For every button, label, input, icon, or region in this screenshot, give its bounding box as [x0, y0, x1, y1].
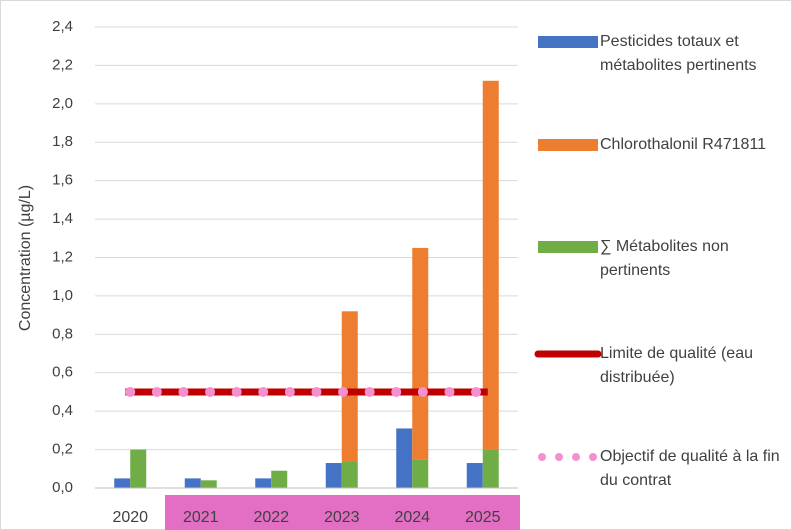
y-tick-label: 2,2 [52, 56, 73, 73]
y-tick-label: 0,0 [52, 479, 73, 496]
bar [482, 449, 499, 488]
y-tick-label: 1,6 [52, 172, 73, 189]
y-axis-label: Concentration (µg/L) [17, 185, 34, 331]
legend-label: Limite de qualité (eau distribuée) [600, 345, 753, 386]
legend-swatch [538, 241, 598, 253]
legend-label: Pesticides totaux et métabolites pertine… [600, 33, 757, 74]
bar [412, 247, 429, 460]
y-tick-label: 1,4 [52, 210, 73, 227]
x-tick-label: 2023 [324, 509, 360, 526]
x-tick-label: 2022 [253, 509, 289, 526]
bar [255, 478, 272, 488]
y-tick-label: 1,2 [52, 248, 73, 265]
legend-swatch [538, 36, 598, 48]
bar [114, 478, 131, 488]
bar [184, 478, 201, 488]
bar [200, 480, 217, 488]
y-tick-label: 0,2 [52, 441, 73, 458]
x-tick-label: 2024 [394, 509, 430, 526]
legend-label: Chlorothalonil R471811 [600, 136, 767, 153]
y-tick-label: 1,8 [52, 133, 73, 150]
y-tick-label: 0,4 [52, 402, 73, 419]
bar [325, 463, 342, 488]
bar [412, 459, 429, 488]
x-tick-label: 2020 [112, 509, 148, 526]
legend-label: ∑ Métabolites non pertinents [600, 238, 729, 279]
bar [130, 449, 147, 488]
bar [396, 428, 413, 488]
legend-swatch [538, 139, 598, 151]
bar [482, 80, 499, 450]
y-tick-label: 0,8 [52, 325, 73, 342]
x-tick-label: 2021 [183, 509, 219, 526]
y-tick-label: 0,6 [52, 364, 73, 381]
bar [341, 461, 358, 488]
bar [271, 470, 288, 488]
x-tick-label: 2025 [465, 509, 501, 526]
y-tick-label: 2,4 [52, 18, 73, 35]
legend-label: Objectif de qualité à la fin du contrat [600, 448, 780, 489]
bar [466, 463, 483, 488]
highlight [165, 495, 520, 530]
bar [341, 311, 358, 462]
y-tick-label: 1,0 [52, 287, 73, 304]
y-tick-label: 2,0 [52, 95, 73, 112]
